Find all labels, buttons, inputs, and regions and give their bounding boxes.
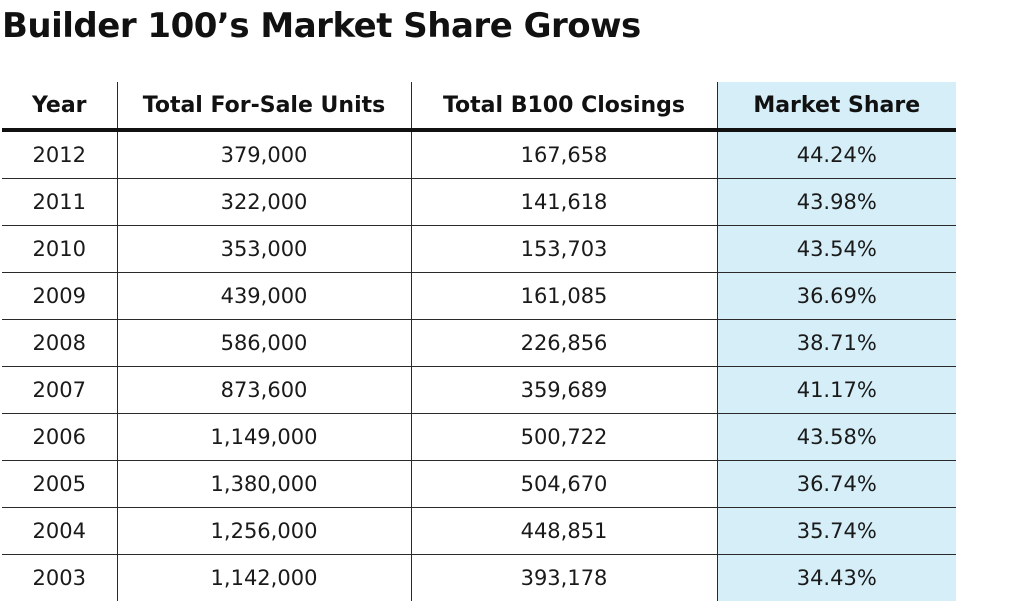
- table-row: 2010 353,000 153,703 43.54%: [2, 225, 956, 273]
- cell-total-for-sale-units: 1,149,000: [116, 413, 411, 461]
- table-row: 2004 1,256,000 448,851 35.74%: [2, 507, 956, 555]
- cell-total-for-sale-units: 439,000: [116, 272, 411, 320]
- cell-total-b100-closings: 359,689: [410, 366, 717, 414]
- table-row: 2012 379,000 167,658 44.24%: [2, 130, 956, 179]
- cell-total-for-sale-units: 873,600: [116, 366, 411, 414]
- table-header-row: Year Total For-Sale Units Total B100 Clo…: [2, 82, 956, 132]
- header-year: Year: [2, 82, 117, 132]
- cell-year: 2012: [2, 130, 117, 179]
- header-total-for-sale-units: Total For-Sale Units: [116, 82, 411, 132]
- cell-total-b100-closings: 393,178: [410, 554, 717, 601]
- cell-market-share: 38.71%: [716, 319, 956, 367]
- cell-market-share: 34.43%: [716, 554, 956, 601]
- cell-market-share: 41.17%: [716, 366, 956, 414]
- cell-year: 2010: [2, 225, 117, 273]
- market-share-table-container: Year Total For-Sale Units Total B100 Clo…: [2, 82, 956, 601]
- cell-market-share: 36.74%: [716, 460, 956, 508]
- table-row: 2011 322,000 141,618 43.98%: [2, 178, 956, 226]
- cell-market-share: 36.69%: [716, 272, 956, 320]
- table-body: 2012 379,000 167,658 44.24% 2011 322,000 141,6…: [2, 130, 956, 601]
- cell-total-b100-closings: 161,085: [410, 272, 717, 320]
- cell-total-for-sale-units: 379,000: [116, 130, 411, 179]
- table-row: 2003 1,142,000 393,178 34.43%: [2, 554, 956, 601]
- cell-total-for-sale-units: 586,000: [116, 319, 411, 367]
- table-row: 2009 439,000 161,085 36.69%: [2, 272, 956, 320]
- header-market-share: Market Share: [716, 82, 956, 132]
- cell-total-b100-closings: 167,658: [410, 130, 717, 179]
- table-row: 2006 1,149,000 500,722 43.58%: [2, 413, 956, 461]
- table-row: 2007 873,600 359,689 41.17%: [2, 366, 956, 414]
- cell-total-b100-closings: 153,703: [410, 225, 717, 273]
- cell-total-b100-closings: 226,856: [410, 319, 717, 367]
- cell-total-for-sale-units: 353,000: [116, 225, 411, 273]
- cell-year: 2008: [2, 319, 117, 367]
- cell-year: 2009: [2, 272, 117, 320]
- chart-title: Builder 100’s Market Share Grows: [2, 6, 641, 46]
- cell-market-share: 35.74%: [716, 507, 956, 555]
- cell-year: 2006: [2, 413, 117, 461]
- cell-total-for-sale-units: 322,000: [116, 178, 411, 226]
- cell-total-for-sale-units: 1,380,000: [116, 460, 411, 508]
- table-row: 2008 586,000 226,856 38.71%: [2, 319, 956, 367]
- cell-year: 2003: [32, 566, 86, 590]
- header-total-b100-closings: Total B100 Closings: [410, 82, 717, 132]
- cell-year: 2004: [2, 507, 117, 555]
- cell-total-b100-closings: 500,722: [410, 413, 717, 461]
- cell-year: 2011: [2, 178, 117, 226]
- cell-total-b100-closings: 504,670: [410, 460, 717, 508]
- market-share-table: Year Total For-Sale Units Total B100 Clo…: [2, 82, 956, 601]
- cell-total-for-sale-units: 1,256,000: [116, 507, 411, 555]
- cell-market-share: 44.24%: [716, 130, 956, 179]
- table-row: 2005 1,380,000 504,670 36.74%: [2, 460, 956, 508]
- cell-year: 2005: [2, 460, 117, 508]
- cell-total-b100-closings: 448,851: [410, 507, 717, 555]
- cell-market-share: 43.98%: [716, 178, 956, 226]
- cell-total-b100-closings: 141,618: [410, 178, 717, 226]
- cell-market-share: 43.58%: [716, 413, 956, 461]
- cell-year: 2007: [2, 366, 117, 414]
- cell-market-share: 43.54%: [716, 225, 956, 273]
- cell-total-for-sale-units: 1,142,000: [116, 554, 411, 601]
